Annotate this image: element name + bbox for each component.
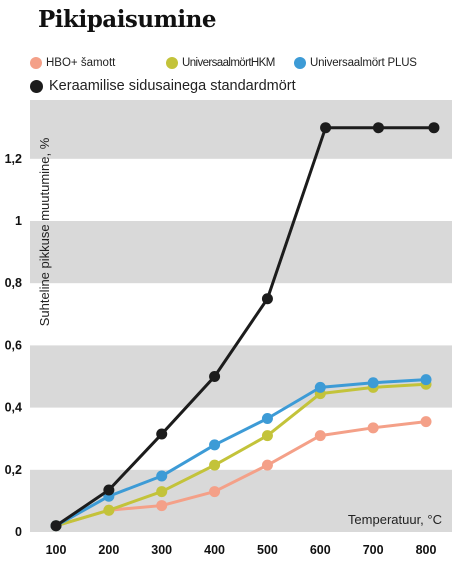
data-point	[320, 122, 332, 134]
series-line	[55, 126, 434, 528]
y-axis-label: Suhteline pikkuse muutumine, %	[37, 137, 52, 326]
data-point	[420, 374, 432, 386]
series-line	[55, 382, 427, 528]
x-axis-label: Temperatuur, °C	[348, 512, 442, 527]
data-point	[367, 422, 379, 434]
data-point	[156, 486, 168, 498]
data-point	[261, 293, 273, 305]
data-point	[420, 416, 432, 428]
grid-band	[30, 100, 452, 159]
legend-marker-icon	[30, 79, 43, 93]
y-tick-label: 0,2	[5, 463, 22, 477]
data-point	[372, 122, 384, 134]
legend-label: UniversaalmörtHKM	[182, 57, 275, 69]
legend-item-hbo-samott: HBO+ šamott	[30, 57, 115, 69]
x-tick-label: 200	[98, 543, 119, 557]
legend-item-standardmort: Keraamilise sidusainega standardmört	[30, 78, 296, 94]
legend-item-universaalmort-plus: Universaalmört PLUS	[294, 57, 417, 69]
grid-band	[30, 221, 452, 284]
data-point	[156, 428, 168, 440]
x-tick-label: 700	[363, 543, 384, 557]
legend-marker-icon	[166, 57, 178, 69]
data-point	[209, 439, 221, 451]
data-point	[314, 381, 326, 393]
legend-label: Universaalmört PLUS	[310, 57, 417, 69]
data-point	[209, 371, 221, 382]
data-point	[50, 520, 62, 532]
legend-marker-icon	[30, 57, 42, 69]
data-point	[103, 484, 115, 496]
x-tick-label: 500	[257, 543, 278, 557]
data-point	[261, 459, 273, 471]
data-point	[367, 377, 379, 389]
y-tick-label: 1,2	[5, 152, 22, 166]
data-point	[428, 122, 440, 134]
grid-band	[30, 345, 452, 408]
x-tick-label: 800	[416, 543, 437, 557]
x-tick-label: 100	[46, 543, 67, 557]
series-line	[55, 378, 427, 528]
x-tick-label: 300	[151, 543, 172, 557]
y-tick-label: 0,8	[5, 276, 22, 290]
data-point	[261, 430, 273, 442]
series-line	[55, 420, 427, 528]
legend-marker-icon	[294, 57, 306, 69]
data-point	[209, 459, 221, 471]
x-tick-label: 600	[310, 543, 331, 557]
legend-label: Keraamilise sidusainega standardmört	[49, 78, 296, 94]
data-point	[156, 500, 168, 512]
y-tick-label: 0,4	[5, 401, 22, 415]
x-tick-label: 400	[204, 543, 225, 557]
data-point	[103, 504, 115, 516]
data-point	[209, 486, 221, 498]
y-tick-label: 1	[15, 214, 22, 228]
y-tick-label: 0	[15, 525, 22, 539]
data-point	[156, 470, 168, 482]
data-point	[314, 430, 326, 442]
chart-title: Pikipaisumine	[38, 6, 217, 33]
y-tick-label: 0,6	[5, 338, 22, 352]
data-point	[261, 412, 273, 424]
legend-item-universaalmort-hkm: UniversaalmörtHKM	[166, 57, 275, 69]
legend-label: HBO+ šamott	[46, 57, 116, 69]
